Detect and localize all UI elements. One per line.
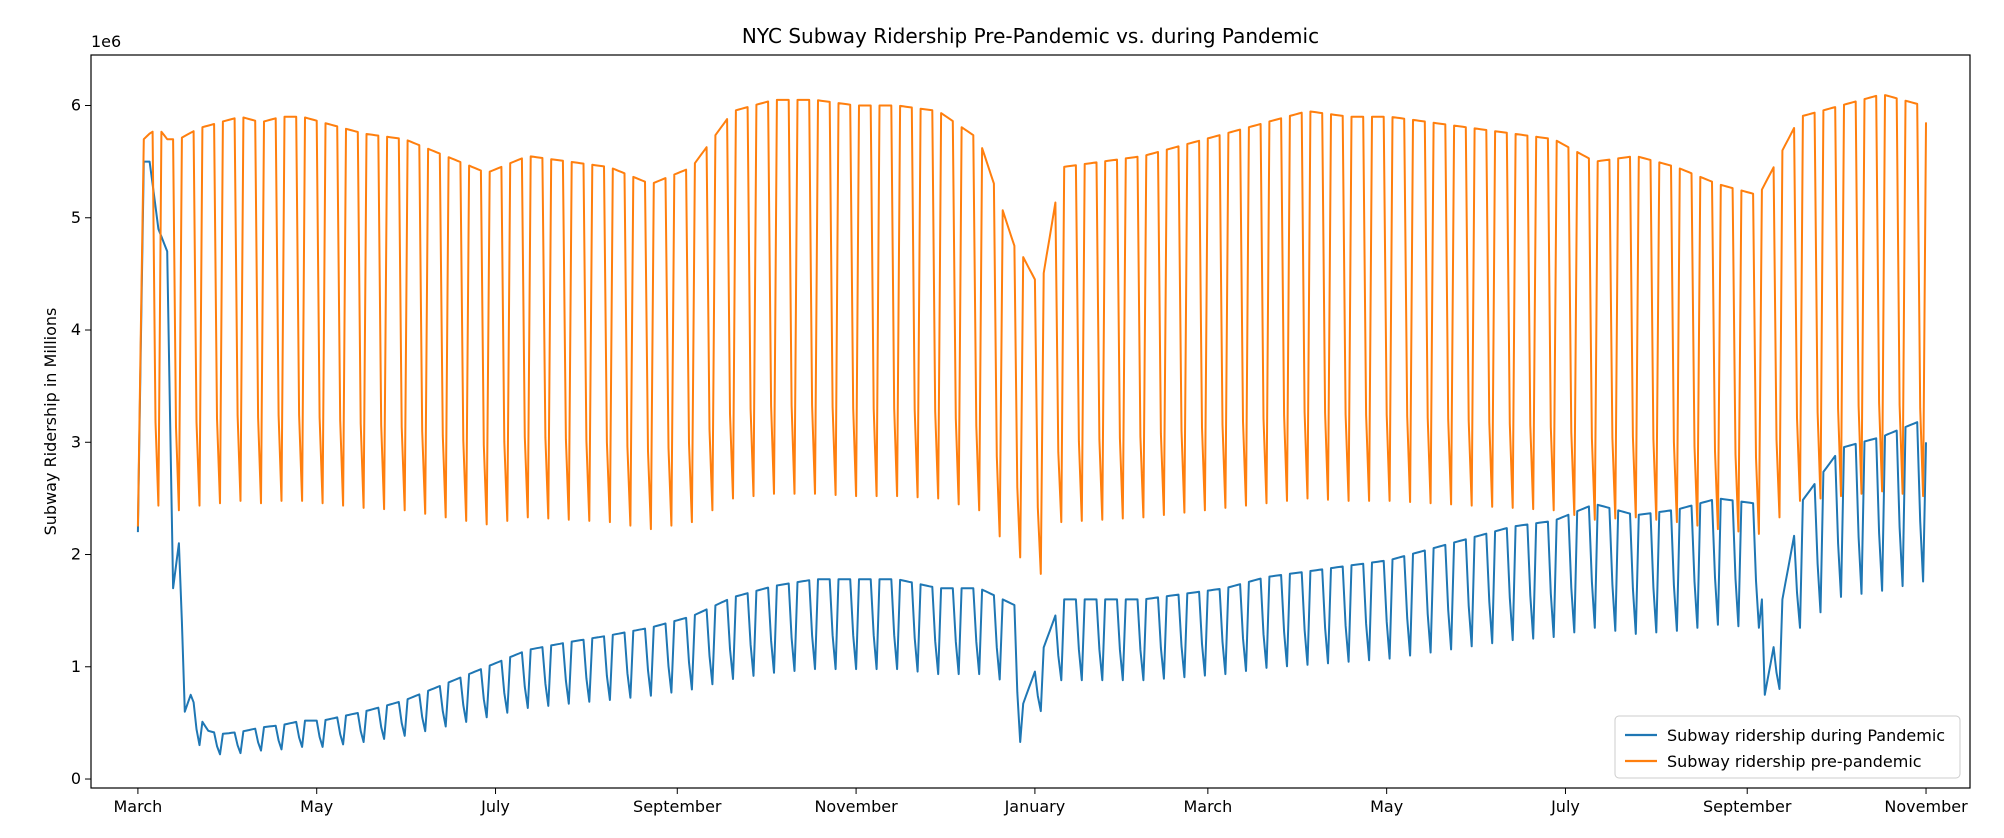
y-tick-label: 2 (71, 545, 81, 564)
y-tick-label: 6 (71, 96, 81, 115)
x-tick-label: May (300, 797, 333, 816)
x-tick-label: May (1370, 797, 1403, 816)
x-tick-label: September (1703, 797, 1792, 816)
legend-label: Subway ridership during Pandemic (1667, 726, 1945, 745)
x-tick-label: September (633, 797, 722, 816)
legend: Subway ridership during Pandemic Subway r… (1614, 715, 1961, 779)
plot-area-frame (90, 54, 1971, 789)
y-tick-label: 3 (71, 432, 81, 451)
y-tick-label: 1 (71, 657, 81, 676)
x-tick-label: July (1550, 797, 1580, 816)
x-tick-label: January (1004, 797, 1066, 816)
y-tick-label: 5 (71, 208, 81, 227)
series-line-pre-pandemic (136, 94, 1927, 575)
chart-title: NYC Subway Ridership Pre-Pandemic vs. du… (742, 24, 1319, 48)
series-line-pandemic (136, 160, 1927, 756)
y-axis-offset-label: 1e6 (91, 32, 121, 51)
y-tick-label: 0 (71, 769, 81, 788)
series-lines (136, 94, 1927, 756)
x-axis: March May July September November January Marc… (114, 788, 1968, 816)
legend-box (1614, 715, 1961, 779)
x-tick-label: March (1183, 797, 1232, 816)
y-axis: 0 1 2 3 4 5 6 (71, 96, 91, 788)
legend-label: Subway ridership pre-pandemic (1667, 752, 1922, 771)
x-tick-label: November (814, 797, 898, 816)
x-tick-label: March (114, 797, 163, 816)
x-tick-label: July (480, 797, 510, 816)
y-tick-label: 4 (71, 320, 81, 339)
x-tick-label: November (1884, 797, 1968, 816)
y-axis-label: Subway Ridership in Millions (41, 308, 60, 536)
